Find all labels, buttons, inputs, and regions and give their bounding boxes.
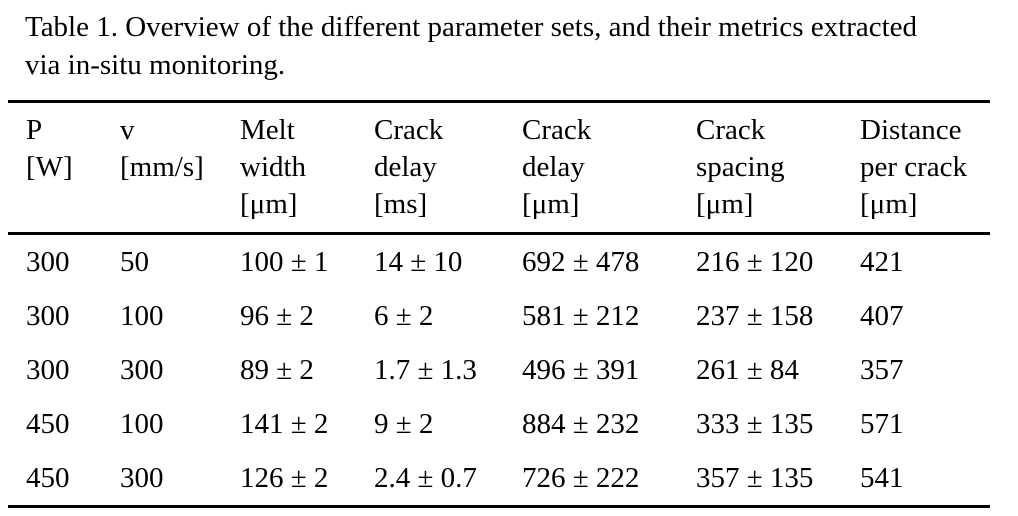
- header-line: delay: [522, 151, 585, 183]
- parameters-table: P [W] v [mm/s] Melt width [μm] Crack d: [8, 100, 990, 508]
- header-line: delay: [374, 151, 437, 183]
- header-line: per crack: [860, 151, 968, 183]
- header-line: Distance: [860, 114, 962, 146]
- cell-scan-speed: 300: [120, 353, 164, 386]
- column-header-crack-delay-length: Crack delay [μm]: [522, 101, 696, 235]
- header-unit: [μm]: [860, 188, 918, 220]
- cell-crack-delay-time: 14 ± 10: [374, 245, 463, 278]
- cell-distance-per-crack: 407: [860, 299, 904, 332]
- cell-crack-delay-time: 2.4 ± 0.7: [374, 461, 477, 494]
- cell-scan-speed: 50: [120, 245, 149, 278]
- cell-crack-delay-time: 1.7 ± 1.3: [374, 353, 477, 386]
- header-line: Crack: [522, 114, 592, 146]
- header-unit: [μm]: [696, 188, 754, 220]
- header-line: Crack: [374, 114, 444, 146]
- header-unit: [W]: [26, 151, 73, 183]
- column-header-distance-per-crack: Distance per crack [μm]: [860, 101, 990, 235]
- cell-crack-delay-length: 496 ± 391: [522, 353, 640, 386]
- table-row: 300 300 89 ± 2 1.7 ± 1.3 496 ± 391 261 ±…: [8, 343, 990, 397]
- table-body: 300 50 100 ± 1 14 ± 10 692 ± 478 216 ± 1…: [8, 234, 990, 507]
- table-container: P [W] v [mm/s] Melt width [μm] Crack d: [8, 100, 990, 508]
- cell-crack-spacing: 261 ± 84: [696, 353, 799, 386]
- cell-melt-width: 100 ± 1: [240, 245, 329, 278]
- table-row: 300 50 100 ± 1 14 ± 10 692 ± 478 216 ± 1…: [8, 234, 990, 290]
- header-line: Crack: [696, 114, 766, 146]
- header-unit: [μm]: [240, 188, 298, 220]
- header-unit: [mm/s]: [120, 151, 204, 183]
- cell-crack-delay-length: 884 ± 232: [522, 407, 640, 440]
- header-unit: [μm]: [522, 188, 580, 220]
- header-line: width: [240, 151, 307, 183]
- header-unit: [ms]: [374, 188, 428, 220]
- table-row: 300 100 96 ± 2 6 ± 2 581 ± 212 237 ± 158…: [8, 289, 990, 343]
- cell-scan-speed: 100: [120, 299, 164, 332]
- cell-crack-spacing: 237 ± 158: [696, 299, 814, 332]
- table-caption-line-2: via in-situ monitoring.: [25, 49, 286, 81]
- cell-scan-speed: 300: [120, 461, 164, 494]
- column-header-melt-width: Melt width [μm]: [240, 101, 374, 235]
- table-header: P [W] v [mm/s] Melt width [μm] Crack d: [8, 101, 990, 235]
- cell-distance-per-crack: 421: [860, 245, 904, 278]
- cell-power: 300: [26, 299, 70, 332]
- cell-distance-per-crack: 541: [860, 461, 904, 494]
- cell-melt-width: 89 ± 2: [240, 353, 314, 386]
- table-row: 450 100 141 ± 2 9 ± 2 884 ± 232 333 ± 13…: [8, 397, 990, 451]
- column-header-crack-spacing: Crack spacing [μm]: [696, 101, 860, 235]
- header-row: P [W] v [mm/s] Melt width [μm] Crack d: [8, 101, 990, 235]
- cell-distance-per-crack: 571: [860, 407, 904, 440]
- cell-crack-spacing: 216 ± 120: [696, 245, 814, 278]
- cell-distance-per-crack: 357: [860, 353, 904, 386]
- column-header-power: P [W]: [8, 101, 120, 235]
- cell-crack-spacing: 357 ± 135: [696, 461, 814, 494]
- cell-power: 300: [26, 245, 70, 278]
- table-row: 450 300 126 ± 2 2.4 ± 0.7 726 ± 222 357 …: [8, 451, 990, 507]
- column-header-crack-delay-time: Crack delay [ms]: [374, 101, 522, 235]
- cell-crack-spacing: 333 ± 135: [696, 407, 814, 440]
- column-header-scan-speed: v [mm/s]: [120, 101, 240, 235]
- header-line: v: [120, 114, 135, 146]
- cell-power: 450: [26, 461, 70, 494]
- table-caption: Table 1. Overview of the different param…: [25, 8, 917, 84]
- header-line: spacing: [696, 151, 785, 183]
- table-caption-line-1: Table 1. Overview of the different param…: [25, 11, 918, 43]
- cell-crack-delay-length: 692 ± 478: [522, 245, 640, 278]
- header-line: Melt: [240, 114, 295, 146]
- cell-scan-speed: 100: [120, 407, 164, 440]
- cell-crack-delay-length: 726 ± 222: [522, 461, 640, 494]
- cell-melt-width: 126 ± 2: [240, 461, 329, 494]
- header-line: P: [26, 114, 43, 146]
- cell-crack-delay-length: 581 ± 212: [522, 299, 640, 332]
- cell-melt-width: 96 ± 2: [240, 299, 314, 332]
- cell-power: 450: [26, 407, 70, 440]
- cell-crack-delay-time: 6 ± 2: [374, 299, 434, 332]
- cell-power: 300: [26, 353, 70, 386]
- cell-crack-delay-time: 9 ± 2: [374, 407, 434, 440]
- cell-melt-width: 141 ± 2: [240, 407, 329, 440]
